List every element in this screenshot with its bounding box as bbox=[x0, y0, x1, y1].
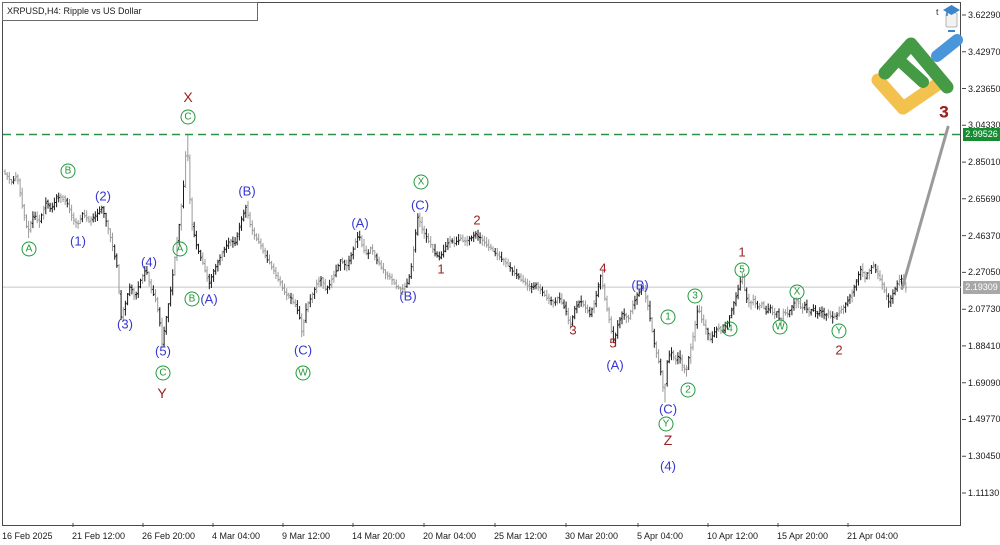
time-axis-label: 20 Mar 04:00 bbox=[423, 531, 477, 541]
time-axis-label: 10 Apr 12:00 bbox=[707, 531, 759, 541]
wave-label: (5) bbox=[155, 343, 171, 359]
time-axis-label: 21 Apr 04:00 bbox=[847, 531, 899, 541]
wave-label: (A) bbox=[351, 215, 369, 231]
wave-label: (4) bbox=[660, 458, 676, 474]
wave-label-circled: X bbox=[413, 174, 429, 190]
wave-label-circled: 1 bbox=[660, 309, 676, 325]
wave-label-circled: B bbox=[184, 291, 200, 307]
wave-label: 3 bbox=[939, 102, 949, 122]
price-axis-label: 2.85010 bbox=[968, 157, 1000, 168]
price-axis-label: 2.07730 bbox=[968, 304, 1000, 315]
time-axis-label: 26 Feb 20:00 bbox=[142, 531, 196, 541]
wave-label-circled: A bbox=[21, 241, 37, 257]
wave-label: (A) bbox=[200, 291, 218, 307]
price-axis-label: 2.46370 bbox=[968, 230, 1000, 241]
time-axis-label: 16 Feb 2025 bbox=[2, 531, 53, 541]
ohlc-bars-up bbox=[12, 176, 903, 387]
wave-label: Y bbox=[157, 385, 167, 401]
price-axis-label: 3.62290 bbox=[968, 10, 1000, 20]
price-axis-label: 1.49770 bbox=[968, 414, 1000, 425]
wave-label-circled: A bbox=[172, 241, 188, 257]
wave-label-circled: 4 bbox=[722, 321, 738, 337]
wave-label: (C) bbox=[658, 401, 678, 417]
wave-label: 3 bbox=[569, 322, 577, 338]
current-price-tag: 2.19309 bbox=[963, 280, 1000, 294]
wave-label: (B) bbox=[238, 183, 256, 199]
axis-ticks bbox=[72, 14, 966, 527]
price-axis-label: 1.30450 bbox=[968, 451, 1000, 462]
wave-label: (C) bbox=[410, 197, 430, 213]
chart-title: XRPUSD,H4: Ripple vs US Dollar bbox=[7, 6, 142, 16]
wave-label: 5 bbox=[609, 335, 617, 351]
time-axis-label: 9 Mar 12:00 bbox=[282, 531, 331, 541]
price-axis-label: 3.42970 bbox=[968, 46, 1000, 57]
wave-label: (A) bbox=[606, 357, 624, 373]
time-axis-label: 21 Feb 12:00 bbox=[72, 531, 126, 541]
wave-label-circled: W bbox=[772, 319, 788, 335]
ohlc-bars-down bbox=[3, 134, 907, 403]
wave-label: 2 bbox=[835, 342, 843, 358]
wave-label-circled: C bbox=[180, 109, 196, 125]
t-indicator-label[interactable]: t bbox=[936, 7, 939, 17]
price-axis-label: 3.23650 bbox=[968, 83, 1000, 94]
wave-label: 1 bbox=[437, 261, 445, 277]
wave-label: Z bbox=[663, 432, 673, 448]
time-axis-label: 14 Mar 20:00 bbox=[352, 531, 406, 541]
wave-label: 4 bbox=[599, 260, 607, 276]
time-axis-label: 30 Mar 20:00 bbox=[565, 531, 619, 541]
level-price-tag: 2.99526 bbox=[963, 127, 1000, 141]
chart-title-box: XRPUSD,H4: Ripple vs US Dollar bbox=[2, 2, 258, 21]
projection-target-label: 3 bbox=[939, 102, 949, 122]
time-axis-label: 5 Apr 04:00 bbox=[637, 531, 684, 541]
price-axis-label: 3.04330 bbox=[968, 120, 1000, 131]
time-axis-label: 4 Mar 04:00 bbox=[212, 531, 261, 541]
wave-label-circled: 3 bbox=[687, 288, 703, 304]
wave-label: (3) bbox=[117, 316, 133, 332]
wave-label-circled: C bbox=[155, 365, 171, 381]
price-axis-label: 1.69090 bbox=[968, 377, 1000, 388]
wave-label: (2) bbox=[95, 188, 111, 204]
wave-label-circled: 5 bbox=[734, 262, 750, 278]
wave-label-circled: 2 bbox=[680, 382, 696, 398]
wave-label: (B) bbox=[631, 277, 649, 293]
wave-label: (4) bbox=[141, 254, 157, 270]
wave-label-circled: Y bbox=[831, 323, 847, 339]
wave-label-circled: B bbox=[60, 163, 76, 179]
price-axis-label: 2.27050 bbox=[968, 267, 1000, 278]
price-axis-label: 1.88410 bbox=[968, 340, 1000, 351]
price-axis-label: 2.65690 bbox=[968, 193, 1000, 204]
wave-label-circled: W bbox=[295, 365, 311, 381]
litefinance-logo bbox=[871, 34, 963, 115]
wave-label: 1 bbox=[738, 244, 746, 260]
wave-label: (C) bbox=[293, 342, 313, 358]
time-axis-label: 25 Mar 12:00 bbox=[494, 531, 548, 541]
time-axis-label: 15 Apr 20:00 bbox=[777, 531, 829, 541]
graduation-cap-icon[interactable] bbox=[943, 5, 960, 32]
wave-label: (1) bbox=[70, 233, 86, 249]
wave-label-circled: Y bbox=[658, 416, 674, 432]
chart-plot-frame bbox=[2, 2, 961, 526]
projection-line[interactable] bbox=[900, 125, 950, 290]
wave-label: (B) bbox=[399, 288, 417, 304]
wave-label: 2 bbox=[473, 212, 481, 228]
price-axis-label: 1.11130 bbox=[968, 488, 1000, 498]
wave-label: X bbox=[183, 89, 193, 105]
wave-label-circled: X bbox=[789, 284, 805, 300]
